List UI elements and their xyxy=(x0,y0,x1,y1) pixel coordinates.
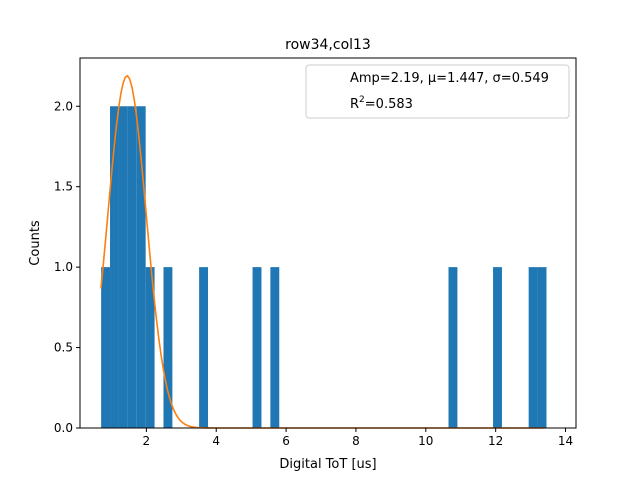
histogram-bar-12 xyxy=(528,267,538,428)
histogram-bar-1 xyxy=(110,106,119,429)
legend-r-squared: R2=0.583 xyxy=(350,95,413,112)
x-tick-label-2: 2 xyxy=(143,434,151,448)
legend-r-value: =0.583 xyxy=(365,97,413,112)
y-tick-label-2: 2.0 xyxy=(54,99,73,113)
histogram-bar-11 xyxy=(493,267,502,428)
histogram-bar-9 xyxy=(270,267,280,428)
histogram-bar-7 xyxy=(199,267,209,428)
histogram-bars xyxy=(101,106,547,429)
legend-fit-params: Amp=2.19, μ=1.447, σ=0.549 xyxy=(350,71,549,86)
plot-frame xyxy=(79,57,577,429)
x-tick-label-8: 8 xyxy=(352,434,360,448)
y-axis-label: Counts xyxy=(28,220,43,266)
histogram-bar-4 xyxy=(136,106,146,429)
histogram-bar-6 xyxy=(163,267,173,428)
histogram-bar-2 xyxy=(118,106,128,429)
x-tick-label-10: 10 xyxy=(418,434,433,448)
y-tick-label-1: 1.0 xyxy=(54,260,73,274)
x-tick-label-6: 6 xyxy=(282,434,290,448)
histogram-bar-0 xyxy=(101,267,111,428)
chart-title: row34,col13 xyxy=(285,37,371,53)
x-tick-label-4: 4 xyxy=(212,434,220,448)
y-tick-label-0.5: 0.5 xyxy=(54,341,73,355)
x-tick-label-12: 12 xyxy=(488,434,503,448)
legend: Amp=2.19, μ=1.447, σ=0.549 R2=0.583 xyxy=(305,64,570,119)
legend-r-exponent: 2 xyxy=(359,95,365,105)
histogram-bar-3 xyxy=(127,106,137,429)
legend-r-symbol: R xyxy=(350,97,359,112)
y-tick-label-0: 0.0 xyxy=(54,421,73,435)
y-tick-label-1.5: 1.5 xyxy=(54,180,73,194)
x-tick-label-14: 14 xyxy=(558,434,573,448)
x-axis-label: Digital ToT [us] xyxy=(279,457,376,472)
histogram-bar-5 xyxy=(145,267,155,428)
legend-box xyxy=(305,64,570,119)
histogram-bar-13 xyxy=(537,267,547,428)
histogram-bar-10 xyxy=(448,267,458,428)
histogram-bar-8 xyxy=(252,267,262,428)
y-axis-ticks: 0.0 0.5 1.0 1.5 2.0 xyxy=(54,99,80,435)
x-axis-ticks: 2 4 6 8 10 12 14 xyxy=(143,428,573,448)
